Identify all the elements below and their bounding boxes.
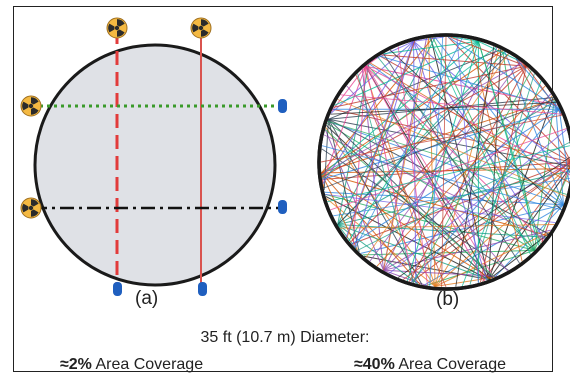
ray-line — [379, 55, 560, 110]
radiation-source-icon — [106, 17, 128, 39]
ray-line — [320, 114, 562, 163]
ray-line — [351, 161, 570, 245]
ray-line — [478, 40, 520, 62]
diameter-caption: 35 ft (10.7 m) Diameter: — [200, 329, 370, 346]
ray-line — [409, 65, 527, 282]
ray-line — [477, 41, 541, 245]
ray-line — [488, 166, 570, 280]
ray-line — [340, 94, 562, 115]
radiation-source-icon — [20, 95, 42, 117]
ray-line — [397, 46, 428, 286]
radiation-source-icon — [20, 197, 42, 219]
panel-a — [20, 17, 287, 296]
ray-network — [320, 36, 570, 288]
ray-line — [488, 97, 554, 280]
ray-line — [381, 54, 527, 67]
coverage-a: ≈2% Area Coverage — [60, 356, 203, 374]
ray-line — [363, 255, 489, 280]
ray-line — [321, 62, 523, 175]
coverage-a-text: Area Coverage — [91, 356, 204, 373]
coverage-b-value: ≈40% — [354, 356, 395, 373]
ray-line — [325, 129, 496, 278]
ray-line — [337, 224, 419, 285]
detector-icon — [113, 282, 122, 296]
ray-line — [494, 204, 564, 278]
ray-line — [325, 193, 556, 224]
ray-line — [346, 40, 416, 239]
ray-line — [323, 99, 555, 189]
detector-icon — [278, 200, 287, 214]
ray-line — [348, 41, 479, 241]
ray-line — [558, 109, 570, 184]
ray-line — [354, 37, 463, 249]
ray-line — [429, 37, 531, 255]
ray-line — [354, 41, 415, 248]
ray-line — [357, 141, 570, 251]
ray-line — [369, 61, 521, 262]
coverage-a-value: ≈2% — [60, 356, 92, 373]
ray-line — [351, 108, 560, 245]
ray-line — [337, 99, 567, 197]
ray-line — [337, 53, 509, 225]
ray-line — [321, 172, 421, 285]
ray-line — [455, 46, 495, 287]
ray-line — [325, 196, 490, 280]
ray-line — [334, 40, 479, 106]
ray-line — [488, 233, 549, 280]
ray-line — [450, 36, 527, 67]
ray-line — [383, 40, 479, 55]
ray-line — [397, 156, 570, 278]
ray-line — [377, 56, 535, 251]
ray-line — [365, 66, 415, 283]
coverage-b: ≈40% Area Coverage — [354, 356, 506, 374]
ray-line — [441, 36, 447, 287]
ray-line — [330, 128, 567, 211]
ray-line — [337, 51, 506, 225]
ray-line — [447, 36, 570, 162]
panel-b — [317, 33, 570, 291]
ray-line — [322, 66, 367, 182]
ray-line — [321, 168, 570, 174]
detector-icon — [198, 282, 207, 296]
ray-line — [321, 65, 527, 178]
ray-line — [470, 39, 523, 262]
ray-line — [482, 162, 570, 282]
ray-line — [434, 231, 550, 287]
ray-line — [357, 73, 415, 283]
radiation-source-icon — [190, 17, 212, 39]
ray-line — [366, 65, 495, 278]
pipe-cross-section-b-outline — [317, 33, 570, 291]
ray-line — [461, 80, 542, 287]
ray-line — [345, 41, 415, 238]
ray-line — [429, 36, 444, 286]
ray-line — [375, 40, 414, 59]
ray-line — [325, 127, 436, 287]
ray-line — [456, 37, 479, 283]
ray-line — [413, 40, 570, 174]
ray-line — [327, 145, 570, 203]
ray-line — [413, 70, 532, 283]
ray-line — [413, 41, 417, 284]
ray-line — [365, 56, 379, 67]
coverage-b-text: Area Coverage — [394, 356, 506, 373]
pipe-cross-section-a — [33, 43, 277, 287]
ray-line — [326, 122, 535, 251]
panel-b-label: (b) — [436, 289, 460, 310]
ray-line — [426, 249, 535, 286]
ray-line — [383, 53, 520, 264]
detector-icon — [278, 99, 287, 113]
ray-line — [365, 53, 509, 259]
ray-line — [376, 85, 546, 267]
ray-line — [325, 193, 535, 251]
ray-line — [337, 100, 556, 225]
ray-line — [321, 145, 562, 211]
panel-a-label: (a) — [135, 288, 159, 309]
